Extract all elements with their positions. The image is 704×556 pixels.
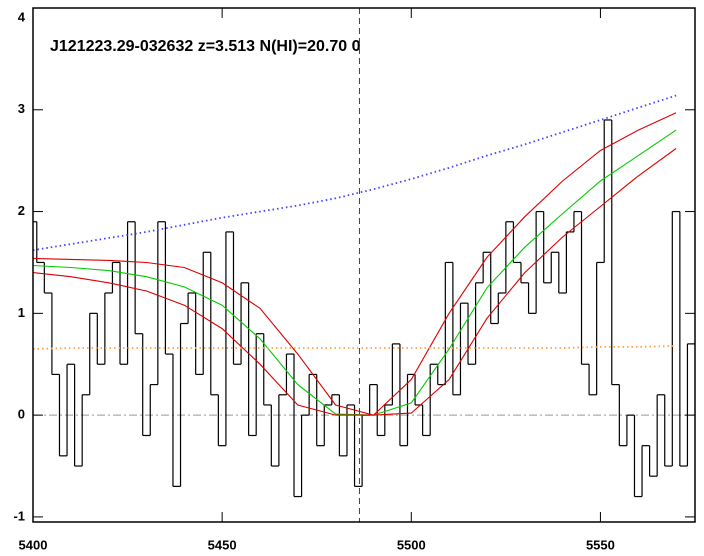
- series-line: [32, 94, 677, 252]
- x-tick-label: 5500: [397, 537, 426, 552]
- series-line: [32, 345, 677, 350]
- y-tick-label: -1: [13, 508, 25, 523]
- y-tick-label: 4: [18, 9, 26, 24]
- chart-title: J121223.29-032632 z=3.513 N(HI)=20.70 0: [50, 38, 361, 55]
- y-tick-label: 2: [18, 203, 25, 218]
- x-tick-label: 5450: [208, 537, 237, 552]
- y-tick-label: 3: [18, 101, 25, 116]
- plot-frame: [32, 7, 696, 523]
- series-line: [32, 148, 677, 416]
- y-tick-label: 0: [18, 407, 25, 422]
- x-tick-label: 5550: [586, 537, 615, 552]
- y-tick-label: 1: [18, 305, 25, 320]
- x-tick-label: 5400: [19, 537, 48, 552]
- series-line: [32, 112, 677, 416]
